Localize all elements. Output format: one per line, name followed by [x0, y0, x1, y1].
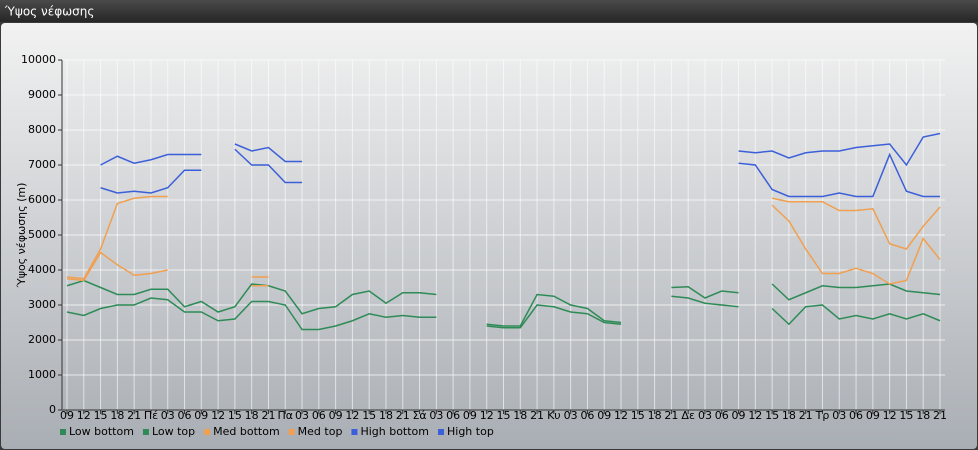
x-tick-label: 09: [732, 409, 746, 422]
y-tick-label: 6000: [28, 193, 56, 206]
x-tick-label: 06: [312, 409, 326, 422]
legend-label: Low bottom: [69, 425, 134, 438]
x-tick-label: 18: [110, 409, 124, 422]
legend-marker: [438, 429, 444, 435]
x-tick-label: 09: [329, 409, 343, 422]
x-tick-label: Πα: [277, 409, 293, 422]
x-tick-label: 18: [782, 409, 796, 422]
x-tick-label: Δε: [681, 409, 695, 422]
x-tick-label: 21: [396, 409, 410, 422]
y-tick-label: 9000: [28, 88, 56, 101]
legend-label: Low top: [152, 425, 195, 438]
x-tick-label: 06: [849, 409, 863, 422]
y-axis-title: Ύψος νέφωσης (m): [15, 183, 28, 289]
legend-marker: [288, 429, 295, 435]
x-tick-label: 03: [295, 409, 309, 422]
x-tick-label: 09: [597, 409, 611, 422]
x-tick-label: 15: [94, 409, 108, 422]
legend-marker: [142, 429, 149, 435]
y-tick-label: 8000: [28, 123, 56, 136]
x-tick-label: 03: [429, 409, 443, 422]
legend-label: Med bottom: [213, 425, 280, 438]
series-line: [66, 279, 941, 327]
x-tick-label: 06: [446, 409, 460, 422]
x-tick-label: 09: [866, 409, 880, 422]
x-tick-label: 03: [161, 409, 175, 422]
x-tick-label: 12: [77, 409, 91, 422]
x-tick-label: Κυ: [547, 409, 561, 422]
x-tick-label: 06: [580, 409, 594, 422]
legend-marker: [60, 429, 66, 435]
x-tick-label: 12: [480, 409, 494, 422]
x-tick-label: 18: [513, 409, 527, 422]
x-tick-label: 06: [715, 409, 729, 422]
x-tick-label: 18: [245, 409, 259, 422]
x-tick-label: 15: [631, 409, 645, 422]
x-tick-label: Τρ: [815, 409, 830, 422]
x-tick-label: 15: [497, 409, 511, 422]
x-tick-label: 15: [362, 409, 376, 422]
series-line: [100, 132, 941, 167]
y-tick-label: 3000: [28, 298, 56, 311]
title-bar: [0, 0, 978, 22]
legend-marker: [351, 429, 358, 435]
x-tick-label: 21: [127, 409, 141, 422]
x-tick-label: 15: [899, 409, 913, 422]
x-tick-label: 03: [832, 409, 846, 422]
x-tick-label: 09: [194, 409, 208, 422]
x-tick-label: 21: [933, 409, 947, 422]
legend-label: High bottom: [360, 425, 429, 438]
legend-label: High top: [447, 425, 494, 438]
x-tick-label: Σά: [412, 409, 426, 422]
y-tick-label: 7000: [28, 158, 56, 171]
chart-area: [1, 23, 977, 449]
x-tick-label: 21: [664, 409, 678, 422]
y-tick-label: 2000: [28, 333, 56, 346]
y-tick-label: 4000: [28, 263, 56, 276]
x-tick-label: 21: [530, 409, 544, 422]
x-tick-label: 12: [748, 409, 762, 422]
x-tick-label: 09: [60, 409, 74, 422]
series-line: [100, 148, 940, 198]
legend-marker: [204, 429, 211, 435]
x-tick-label: 18: [648, 409, 662, 422]
legend-label: Med top: [298, 425, 343, 438]
chart-title: Ύψος νέφωσης: [4, 5, 94, 19]
x-tick-label: 12: [345, 409, 359, 422]
x-tick-label: 06: [178, 409, 192, 422]
x-tick-label: 12: [883, 409, 897, 422]
series-line: [66, 295, 941, 331]
y-tick-label: 5000: [28, 228, 56, 241]
x-tick-label: 18: [916, 409, 930, 422]
x-tick-label: 12: [211, 409, 225, 422]
x-tick-label: 12: [614, 409, 628, 422]
x-tick-label: 21: [799, 409, 813, 422]
x-tick-label: 18: [379, 409, 393, 422]
y-tick-label: 1000: [28, 368, 56, 381]
x-tick-label: 03: [698, 409, 712, 422]
x-tick-label: 21: [261, 409, 275, 422]
x-tick-label: 15: [228, 409, 242, 422]
x-tick-label: 15: [765, 409, 779, 422]
y-tick-label: 0: [49, 403, 56, 416]
x-tick-label: Πέ: [144, 409, 158, 422]
x-tick-label: 03: [564, 409, 578, 422]
x-tick-label: 09: [463, 409, 477, 422]
series-line: [66, 195, 941, 280]
y-tick-label: 10000: [21, 53, 56, 66]
series-line: [66, 204, 941, 287]
